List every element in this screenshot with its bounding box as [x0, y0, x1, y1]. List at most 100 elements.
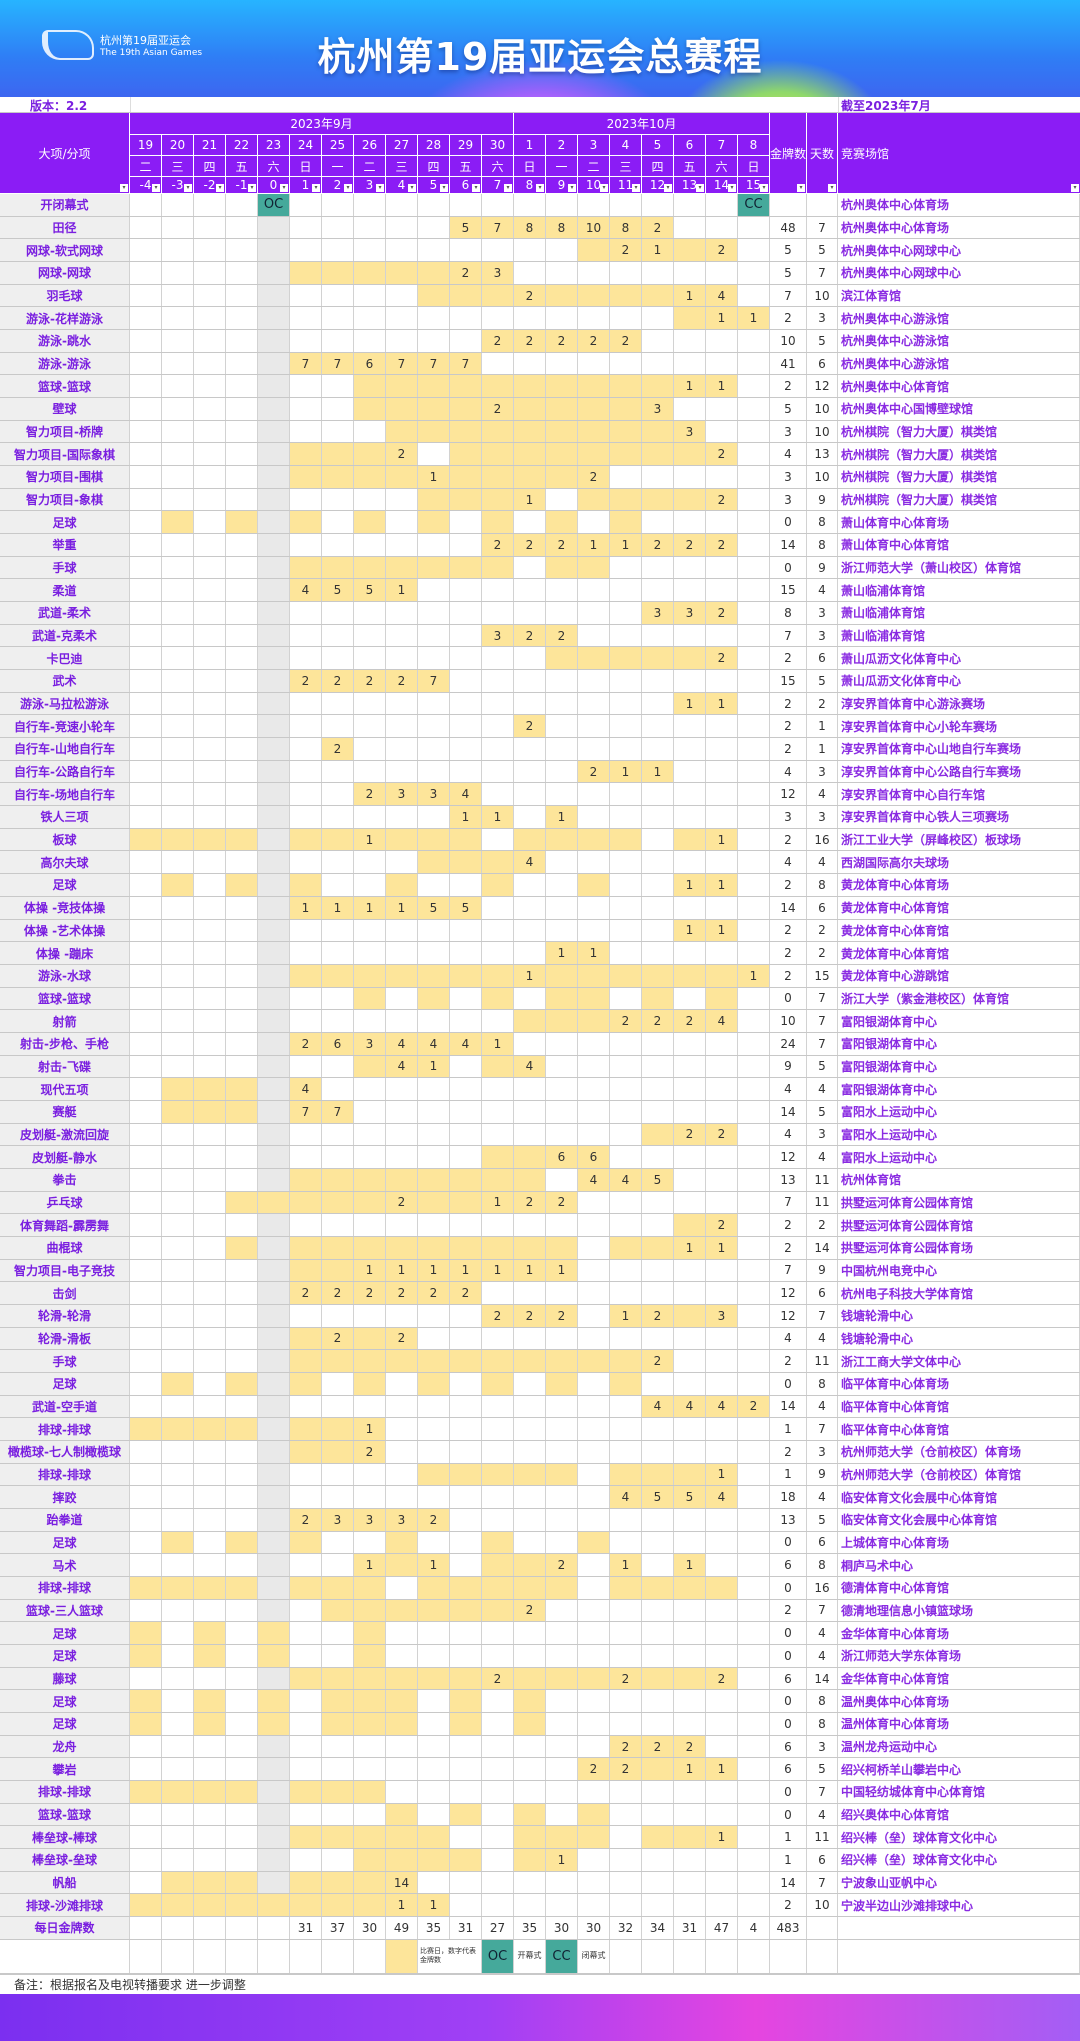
schedule-cell	[418, 1871, 450, 1894]
schedule-cell	[130, 1055, 162, 1078]
schedule-cell	[162, 1667, 194, 1690]
schedule-cell	[386, 647, 418, 670]
schedule-cell	[418, 307, 450, 330]
competition-day-cell: 2	[514, 1191, 546, 1214]
schedule-cell	[226, 1259, 258, 1282]
schedule-cell	[322, 1486, 354, 1508]
competition-day-cell	[578, 874, 610, 896]
schedule-cell	[194, 1508, 226, 1531]
competition-day-cell	[546, 398, 578, 420]
schedule-cell	[130, 1168, 162, 1191]
schedule-cell	[386, 1146, 418, 1168]
filter-dropdown-icon[interactable]: ▾	[216, 184, 224, 192]
schedule-cell	[258, 874, 290, 896]
gold-count: 14	[770, 896, 807, 919]
date-header: 20	[162, 135, 194, 156]
schedule-cell	[130, 1123, 162, 1146]
sport-name: 武术	[0, 670, 130, 692]
schedule-cell	[258, 942, 290, 964]
days-count: 4	[807, 1078, 838, 1100]
schedule-cell	[738, 806, 770, 828]
competition-day-cell	[290, 556, 322, 579]
gold-count: 14	[770, 1395, 807, 1418]
schedule-cell	[546, 307, 578, 330]
competition-day-cell	[194, 1418, 226, 1440]
schedule-cell	[130, 488, 162, 511]
filter-dropdown-icon[interactable]: ▾	[152, 184, 160, 192]
competition-day-cell	[322, 1236, 354, 1259]
schedule-cell	[706, 1191, 738, 1214]
filter-dropdown-icon[interactable]: ▾	[120, 184, 128, 192]
competition-day-cell: 1	[354, 1259, 386, 1282]
filter-dropdown-icon[interactable]: ▾	[280, 184, 288, 192]
filter-dropdown-icon[interactable]: ▾	[760, 184, 768, 192]
competition-day-cell	[194, 1894, 226, 1917]
table-row: 网球-网球 2 3 5 7 杭州奥体中心网球中心	[0, 262, 1080, 285]
filter-dropdown-icon[interactable]: ▾	[568, 184, 576, 192]
competition-day-cell: 3	[482, 262, 514, 284]
sport-name: 赛艇	[0, 1100, 130, 1123]
schedule-cell	[386, 624, 418, 647]
competition-day-cell	[482, 1168, 514, 1191]
filter-dropdown-icon[interactable]: ▾	[728, 184, 736, 192]
schedule-cell	[642, 1327, 674, 1350]
filter-dropdown-icon[interactable]: ▾	[632, 184, 640, 192]
filter-dropdown-icon[interactable]: ▾	[600, 184, 608, 192]
schedule-cell	[162, 556, 194, 579]
competition-day-cell	[194, 1781, 226, 1803]
competition-day-cell	[226, 1191, 258, 1214]
gold-count: 2	[770, 919, 807, 942]
filter-dropdown-icon[interactable]: ▾	[797, 184, 805, 192]
schedule-cell	[290, 1645, 322, 1667]
schedule-cell	[354, 919, 386, 942]
filter-dropdown-icon[interactable]: ▾	[440, 184, 448, 192]
page-title: 杭州第19届亚运会总赛程	[317, 35, 763, 79]
filter-dropdown-icon[interactable]: ▾	[376, 184, 384, 192]
filter-dropdown-icon[interactable]: ▾	[312, 184, 320, 192]
filter-dropdown-icon[interactable]: ▾	[408, 184, 416, 192]
filter-dropdown-icon[interactable]: ▾	[472, 184, 480, 192]
schedule-cell	[386, 307, 418, 330]
schedule-cell	[226, 1826, 258, 1849]
gold-count: 7	[770, 1259, 807, 1282]
filter-dropdown-icon[interactable]: ▾	[536, 184, 544, 192]
days-count: 12	[807, 375, 838, 398]
sport-name: 拳击	[0, 1168, 130, 1191]
filter-dropdown-icon[interactable]: ▾	[664, 184, 672, 192]
daily-gold-value	[194, 1917, 226, 1939]
competition-day-cell	[546, 466, 578, 488]
filter-dropdown-icon[interactable]: ▾	[248, 184, 256, 192]
schedule-cell	[162, 1055, 194, 1078]
competition-day-cell	[418, 1372, 450, 1395]
filter-dropdown-icon[interactable]: ▾	[344, 184, 352, 192]
competition-day-cell: 1	[706, 1758, 738, 1781]
competition-day-cell	[514, 1554, 546, 1576]
competition-day-cell	[546, 420, 578, 443]
schedule-cell	[322, 307, 354, 330]
schedule-cell	[546, 760, 578, 783]
competition-day-cell: 4	[514, 1055, 546, 1078]
schedule-cell	[194, 398, 226, 420]
competition-day-cell: 7	[418, 670, 450, 692]
schedule-cell	[578, 851, 610, 874]
sport-name: 游泳-马拉松游泳	[0, 692, 130, 715]
table-row: 羽毛球 2 1 4 7 10 滨江体育馆	[0, 284, 1080, 308]
filter-dropdown-icon[interactable]: ▾	[828, 184, 836, 192]
schedule-cell	[706, 1032, 738, 1055]
schedule-cell	[194, 738, 226, 760]
schedule-cell	[226, 1395, 258, 1418]
schedule-cell	[130, 602, 162, 624]
filter-dropdown-icon[interactable]: ▾	[1071, 184, 1079, 192]
venue-name: 金华体育中心体育场	[838, 1622, 1080, 1644]
competition-day-cell: 10	[578, 216, 610, 239]
schedule-cell	[130, 1871, 162, 1894]
filter-dropdown-icon[interactable]: ▾	[696, 184, 704, 192]
schedule-cell	[226, 1667, 258, 1690]
competition-day-cell	[162, 511, 194, 534]
schedule-cell	[354, 647, 386, 670]
table-row: 棒垒球-垒球 1 1 6 绍兴棒（垒）球体育文化中心	[0, 1849, 1080, 1872]
filter-dropdown-icon[interactable]: ▾	[184, 184, 192, 192]
competition-day-cell	[194, 1871, 226, 1894]
competition-day-cell: 2	[514, 1304, 546, 1327]
filter-dropdown-icon[interactable]: ▾	[504, 184, 512, 192]
